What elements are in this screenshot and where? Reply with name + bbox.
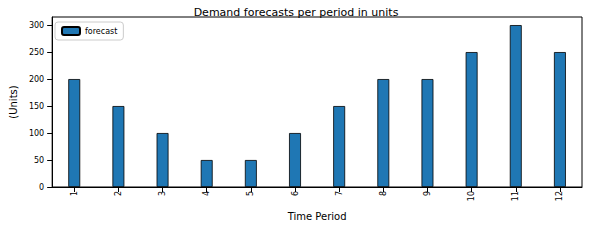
svg-text:7: 7: [335, 191, 344, 196]
svg-text:50: 50: [34, 156, 44, 165]
svg-text:forecast: forecast: [85, 27, 117, 36]
svg-text:Demand forecasts per period in: Demand forecasts per period in units: [194, 6, 399, 19]
svg-text:150: 150: [29, 102, 44, 111]
svg-text:3: 3: [158, 191, 167, 196]
svg-text:(Units): (Units): [8, 85, 19, 118]
svg-text:5: 5: [246, 191, 255, 196]
svg-text:0: 0: [39, 183, 44, 192]
svg-text:1: 1: [70, 191, 79, 196]
svg-text:8: 8: [379, 191, 388, 196]
svg-text:4: 4: [202, 191, 211, 196]
svg-text:12: 12: [555, 191, 564, 201]
svg-text:11: 11: [511, 191, 520, 201]
svg-text:10: 10: [467, 191, 476, 201]
svg-text:6: 6: [291, 191, 300, 196]
svg-text:100: 100: [29, 129, 44, 138]
svg-text:250: 250: [29, 48, 44, 57]
svg-text:300: 300: [29, 21, 44, 30]
svg-text:2: 2: [114, 191, 123, 196]
svg-text:9: 9: [423, 191, 432, 196]
svg-text:200: 200: [29, 75, 44, 84]
svg-text:Time Period: Time Period: [287, 211, 347, 222]
